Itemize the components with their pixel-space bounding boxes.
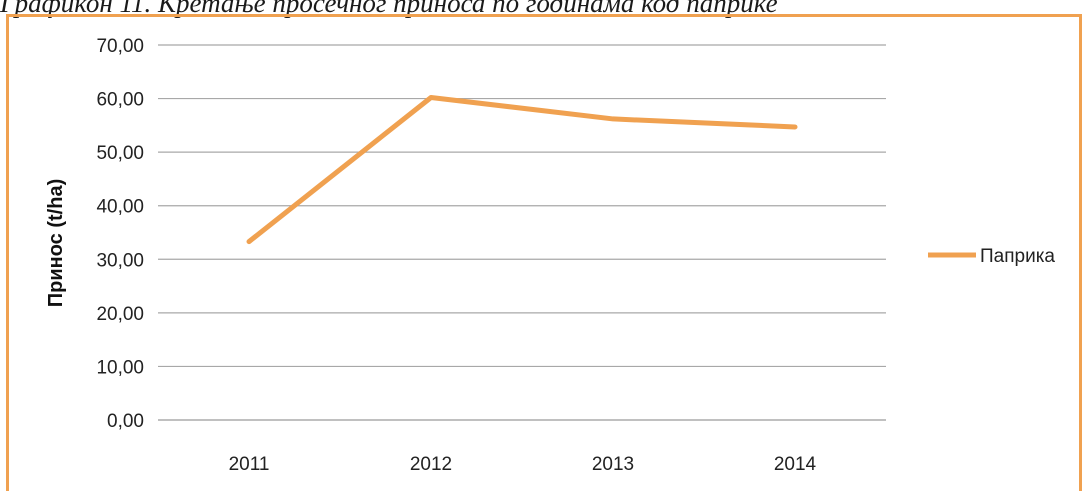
x-tick-label: 2013 (592, 454, 634, 475)
y-tick-label: 30,00 (96, 250, 144, 271)
data-point (430, 97, 432, 98)
y-tick-label: 50,00 (96, 143, 144, 164)
data-point (612, 118, 614, 120)
legend-label: Паприка (980, 246, 1055, 267)
x-tick-label: 2014 (774, 454, 817, 475)
y-tick-label: 0,00 (107, 411, 144, 432)
data-point (794, 126, 796, 128)
y-tick-label: 10,00 (96, 357, 144, 378)
y-tick-label: 70,00 (96, 36, 144, 57)
y-tick-label: 20,00 (96, 304, 144, 325)
chart-frame (6, 14, 1082, 491)
y-tick-label: 60,00 (96, 90, 144, 111)
y-tick-label: 40,00 (96, 197, 144, 218)
x-tick-label: 2012 (410, 454, 452, 475)
y-axis-title: Принос (t/ha) (45, 179, 67, 307)
figure-caption: Графикон 11. Кретање просечног приноса п… (0, 0, 778, 18)
series-line-paprika (246, 95, 798, 245)
data-point (248, 241, 250, 243)
x-tick-label: 2011 (229, 454, 270, 475)
